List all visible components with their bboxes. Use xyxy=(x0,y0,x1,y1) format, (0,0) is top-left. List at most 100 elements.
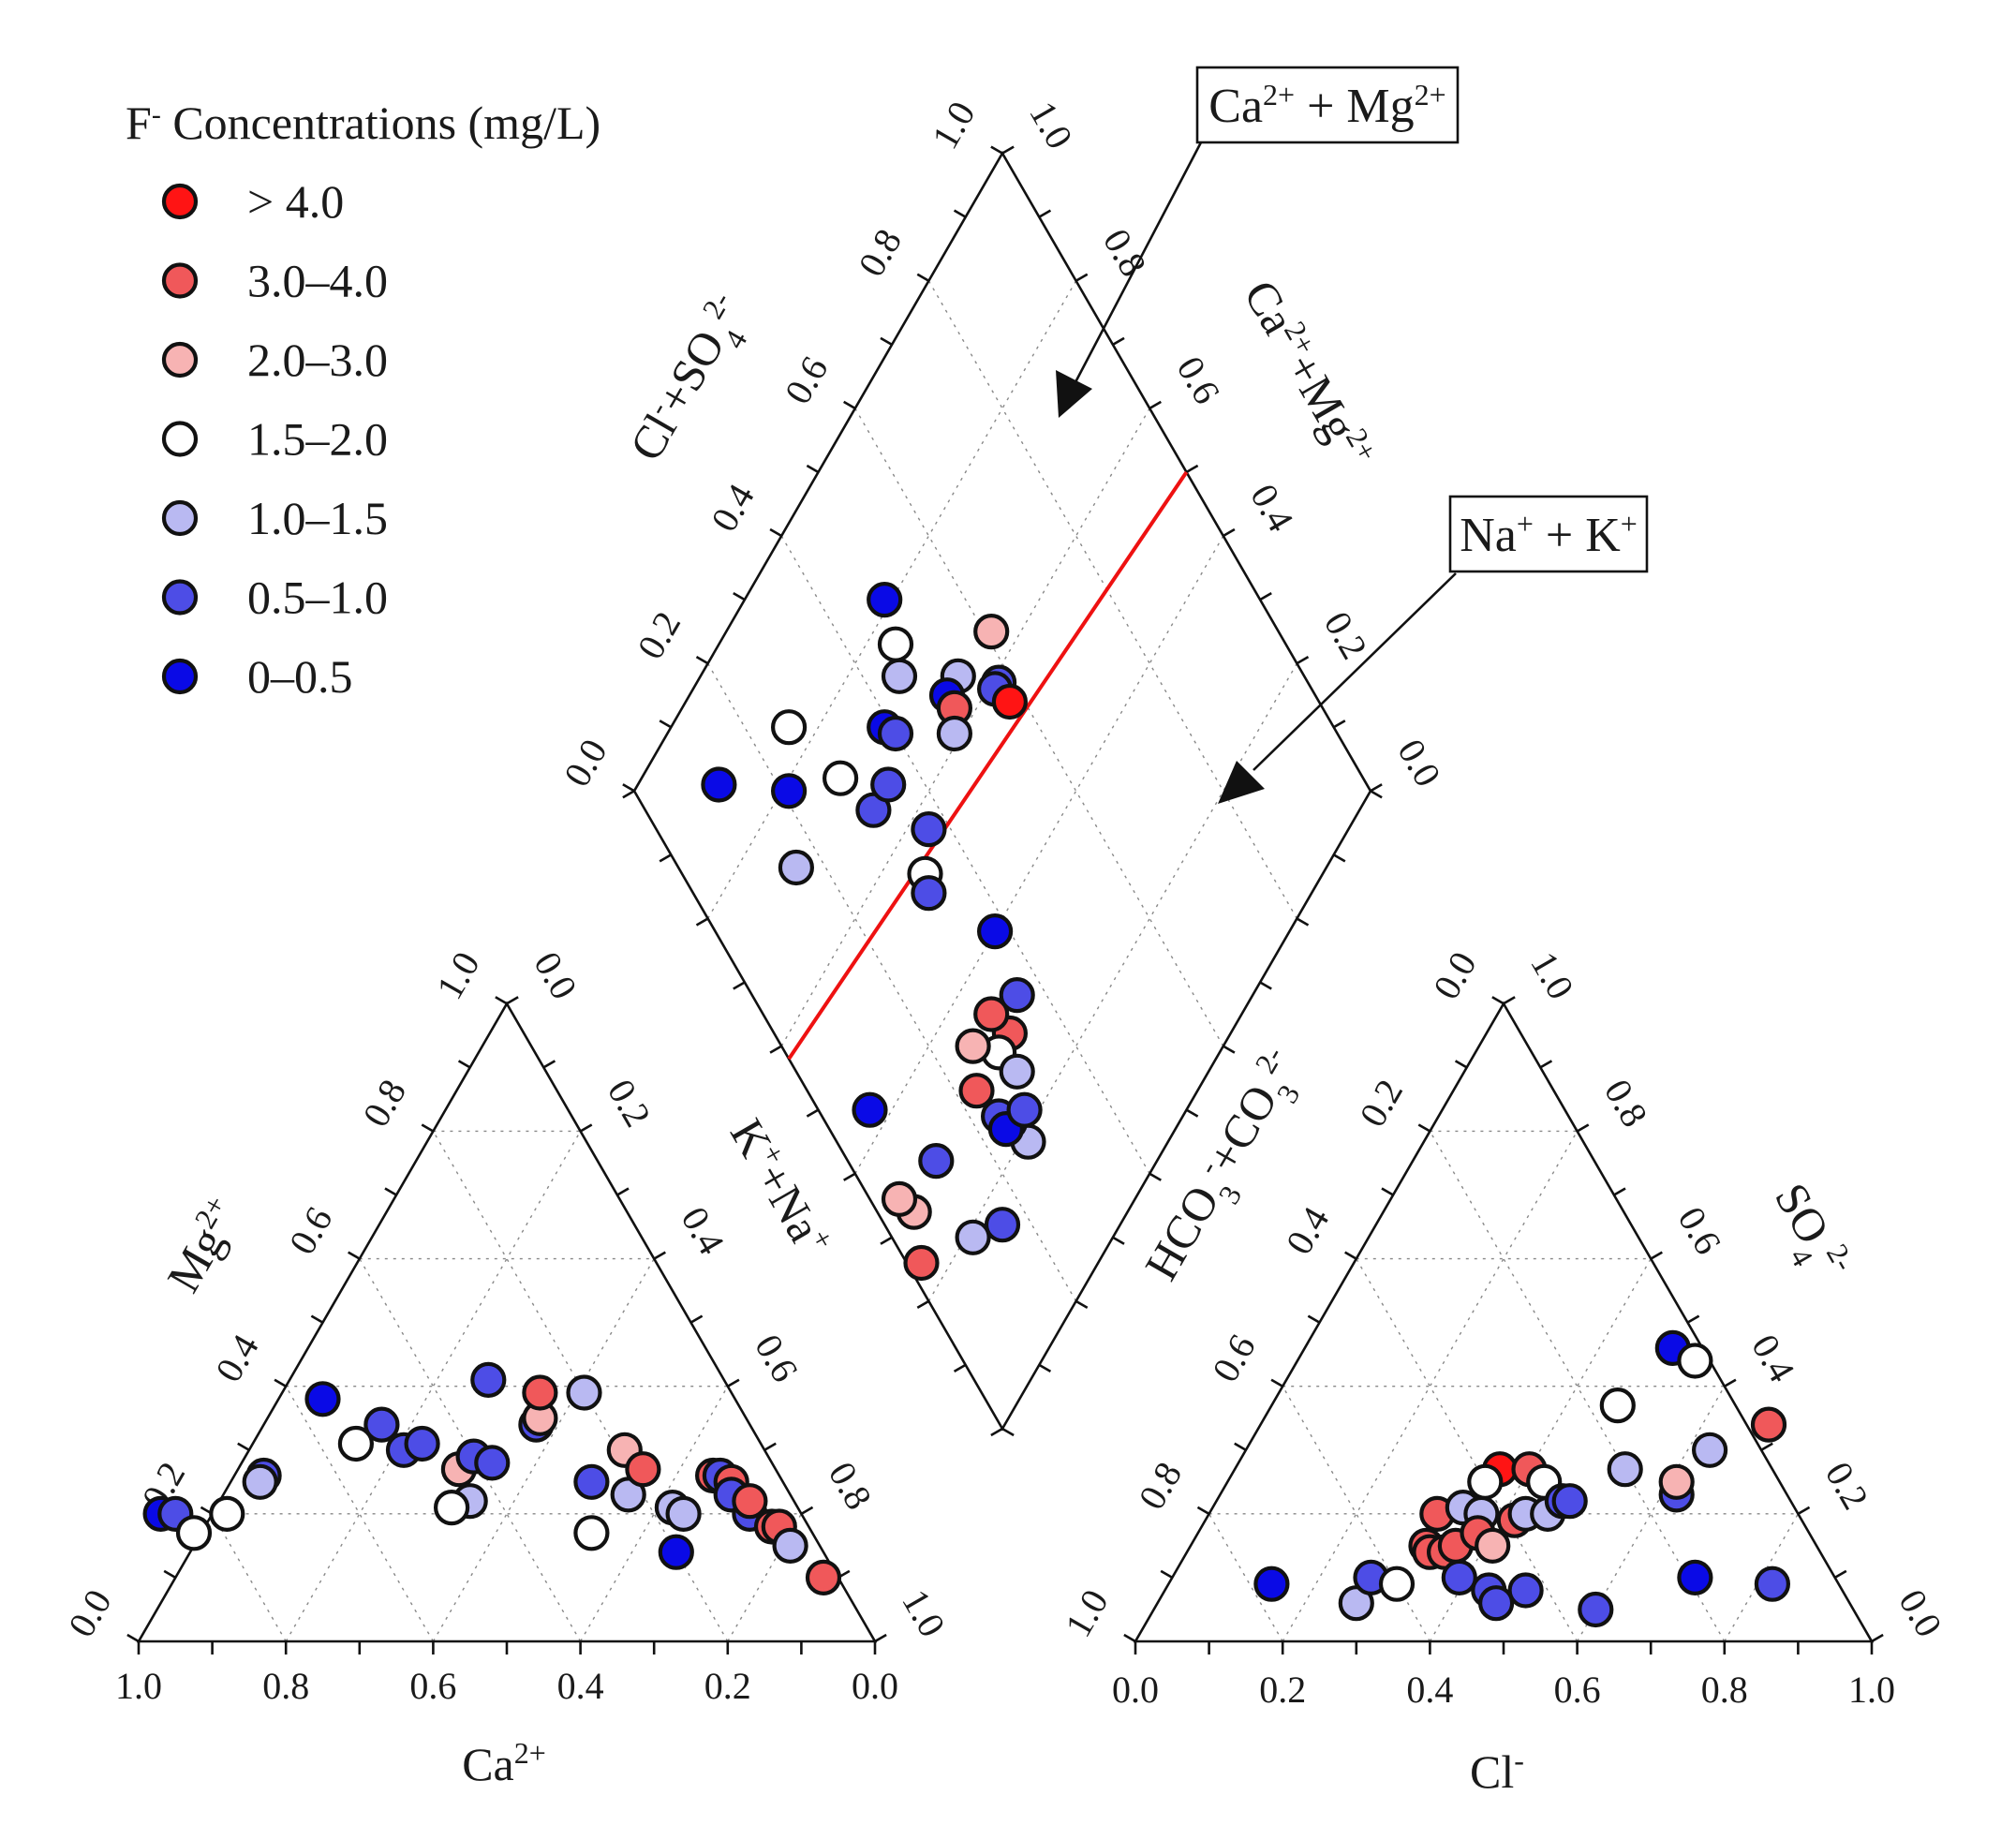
cation-left-tick xyxy=(421,1123,435,1133)
legend-label: 3.0–4.0 xyxy=(247,255,388,307)
anion-data-point xyxy=(1253,1565,1290,1602)
diamond-lower-right-tick xyxy=(1370,790,1383,799)
callout-nak: Na+ + K+ xyxy=(1218,495,1649,804)
diamond-data-point xyxy=(881,658,918,694)
diamond-data-point xyxy=(955,1219,991,1255)
cation-grid-line xyxy=(579,1386,729,1642)
diamond-data-point xyxy=(701,766,737,803)
diamond-upper-left-tick xyxy=(806,464,820,474)
diamond-upper-right-tick xyxy=(1112,336,1125,346)
cation-data-point xyxy=(304,1381,341,1417)
legend-label: 0–0.5 xyxy=(247,650,353,703)
anion-left-tick xyxy=(1454,1060,1468,1069)
cation-data-point xyxy=(363,1406,400,1443)
cation-grid-line xyxy=(285,1131,582,1642)
anion-data-point xyxy=(1691,1432,1728,1468)
diamond-lower-right-tick xyxy=(1333,853,1346,863)
diamond-data-point xyxy=(999,976,1035,1014)
anion-left-tick xyxy=(1196,1506,1210,1515)
cation-data-point xyxy=(404,1425,440,1462)
cation-data-point xyxy=(805,1559,842,1596)
cation-ca-tick-label: 0.2 xyxy=(704,1665,751,1707)
diamond-lower-right-tick xyxy=(1038,1363,1052,1373)
diamond-lower-right-tick xyxy=(1075,1299,1089,1309)
anion-grid-line xyxy=(1429,1131,1726,1642)
diamond-upper-left-tick xyxy=(916,273,930,282)
axis-title-cl: Cl- xyxy=(1470,1744,1524,1798)
legend-marker xyxy=(161,499,199,537)
anion-left-tick xyxy=(1381,1187,1394,1196)
anion-data-point xyxy=(1750,1406,1787,1443)
cation-data-point xyxy=(732,1483,768,1520)
anion-data-point xyxy=(1754,1565,1791,1602)
legend-marker xyxy=(161,658,199,695)
diamond-data-point xyxy=(958,1073,995,1109)
legend-title: F- Concentrations (mg/L) xyxy=(126,96,600,149)
callout-camg-label: Ca2+ + Mg2+ xyxy=(1208,78,1445,133)
diamond-upper-right-tick xyxy=(1149,400,1162,410)
diamond-upper-right-tick xyxy=(1333,720,1346,729)
anion-right-tick xyxy=(1871,1633,1884,1643)
cation-data-point xyxy=(573,1515,610,1551)
anion-right-tick xyxy=(1760,1442,1773,1451)
diamond-data-point xyxy=(881,1180,918,1218)
diamond-data-point xyxy=(867,581,903,618)
diamond-lower-right-tick xyxy=(1259,981,1272,990)
cation-grid-line xyxy=(432,1131,729,1642)
legend-marker xyxy=(161,341,199,378)
diamond-upper-right-tick xyxy=(1370,783,1383,793)
anion-data-point xyxy=(1658,1463,1695,1500)
anion-data-point xyxy=(1475,1527,1511,1565)
anion-right-tick xyxy=(1539,1060,1553,1069)
anion-cl-tick-label: 0.2 xyxy=(1259,1669,1306,1711)
diamond-data-point xyxy=(999,1053,1035,1090)
cation-left-tick xyxy=(348,1251,361,1260)
diamond-upper-right-tick xyxy=(1001,145,1015,155)
diamond-upper-left-tick xyxy=(880,336,893,346)
cation-left-tick xyxy=(126,1633,140,1643)
diamond-lower-left-tick xyxy=(695,917,709,927)
legend-label: 1.0–1.5 xyxy=(247,492,388,544)
diamond-upper-left-tick xyxy=(953,209,967,218)
anion-data-point xyxy=(1441,1559,1477,1596)
anion-data-point xyxy=(1578,1591,1614,1628)
anion-grid-line xyxy=(1282,1386,1431,1642)
anion-data-point xyxy=(1507,1572,1544,1609)
cation-data-point xyxy=(573,1463,610,1500)
cation-right-tick xyxy=(874,1633,887,1643)
cation-right-tick xyxy=(579,1123,593,1133)
cation-right-tick xyxy=(763,1442,777,1451)
anion-data-point xyxy=(1677,1343,1713,1379)
cation-ca-tick-label: 1.0 xyxy=(115,1665,162,1707)
callout-nak-label: Na+ + K+ xyxy=(1460,507,1638,562)
anion-data-point xyxy=(1378,1565,1416,1602)
cation-data-point xyxy=(566,1374,602,1411)
legend: F- Concentrations (mg/L) > 4.0 3.0–4.0 2.0… xyxy=(126,96,600,703)
diamond-lower-left-tick xyxy=(733,981,746,990)
cation-data-point xyxy=(242,1463,278,1500)
anion-cl-tick-label: 0.4 xyxy=(1406,1669,1453,1711)
legend-marker xyxy=(161,421,199,457)
callout-camg-arrowhead xyxy=(1056,370,1092,418)
diamond-data-point xyxy=(918,1142,955,1180)
diamond-data-point xyxy=(770,773,808,809)
cation-left-tick xyxy=(457,1060,471,1069)
cation-grid-line xyxy=(432,1258,655,1642)
cation-left-tick xyxy=(384,1187,397,1196)
diamond-data-point xyxy=(991,683,1029,720)
diamond-lower-right-tick xyxy=(1112,1236,1125,1245)
anion-data-point xyxy=(1599,1387,1636,1424)
anion-cl-tick-label: 0.0 xyxy=(1112,1669,1159,1711)
diamond-upper-right-tick xyxy=(1223,527,1236,538)
legend-label: 1.5–2.0 xyxy=(247,413,388,466)
cation-left-tick xyxy=(310,1314,324,1324)
legend-marker xyxy=(161,579,199,616)
diamond-data-point xyxy=(770,709,808,746)
diamond-upper-left-tick xyxy=(622,783,635,793)
cation-left-tick xyxy=(495,996,508,1005)
callout-camg-arrow-line xyxy=(1074,141,1203,383)
diamond-upper-left-tick xyxy=(695,656,709,665)
diamond-upper-right-tick xyxy=(1038,209,1052,218)
diamond-lower-left-tick xyxy=(769,1045,782,1054)
cation-data-point xyxy=(625,1451,661,1488)
